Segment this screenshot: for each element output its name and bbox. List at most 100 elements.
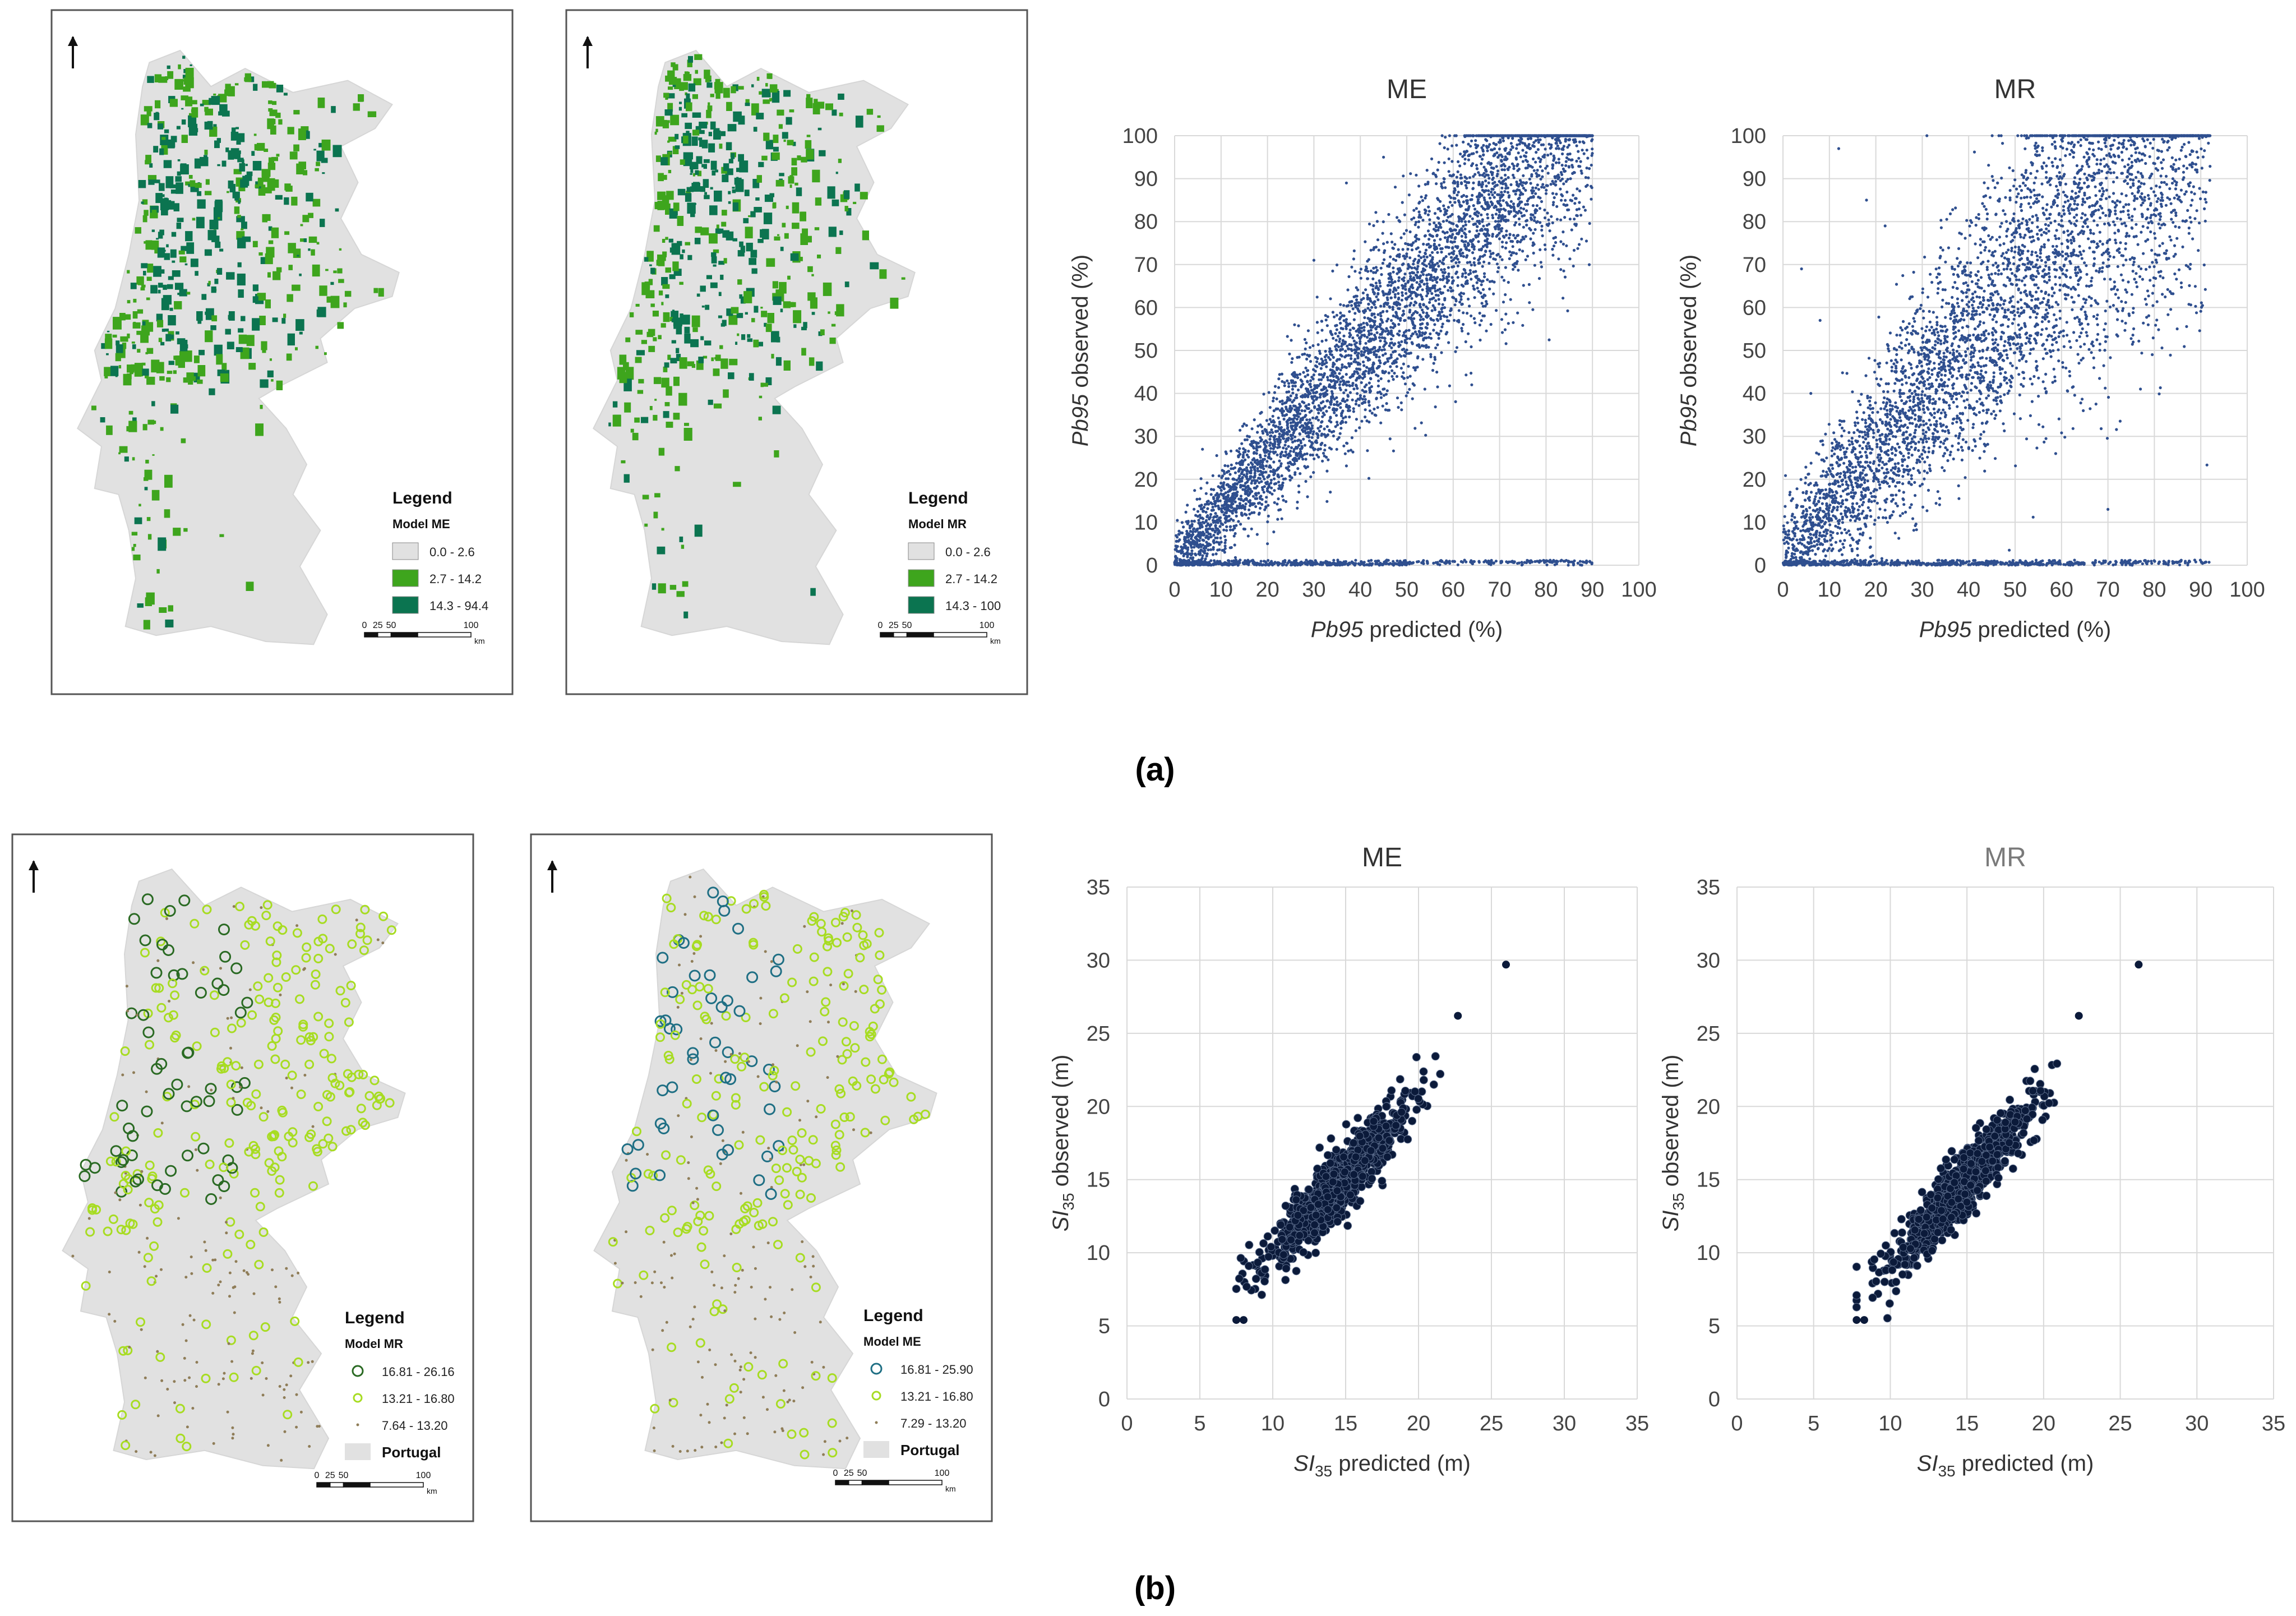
site-marker-low [665,1320,668,1324]
scale-label: 0 [878,621,883,630]
raster-cell [676,354,681,361]
site-marker-mid [255,1202,265,1212]
raster-cell [694,238,701,244]
scatter-point [1440,310,1444,313]
raster-cell [854,183,860,192]
raster-cell [173,528,181,536]
raster-cell [710,187,713,190]
scatter-point [1387,371,1390,375]
raster-cell [749,373,754,381]
raster-cell [744,190,750,196]
raster-cell [275,195,283,200]
raster-cell [765,83,768,87]
site-marker-low [852,1128,855,1132]
raster-cell [168,315,176,326]
site-marker-low [725,1403,728,1407]
scatter-point [1486,149,1489,153]
raster-cell [811,312,815,315]
site-marker-mid [108,1214,118,1224]
raster-cell [669,585,677,590]
scatter-point [1291,357,1294,361]
raster-cell [761,89,771,98]
scatter-point [1445,315,1449,318]
raster-cell [772,281,778,289]
site-marker-low [723,1416,726,1420]
scatter-point [1425,336,1428,340]
raster-cell [839,112,843,117]
scatter-point [1566,153,1569,156]
raster-cell [181,119,186,125]
raster-cell [241,316,246,321]
raster-cell [653,337,657,341]
scatter-point [1385,241,1389,244]
site-marker-mid [105,1156,116,1166]
raster-cell [133,298,137,303]
site-marker-low [829,984,833,987]
scatter-point [1381,261,1384,265]
raster-cell [267,370,274,377]
scatter-point [1296,506,1299,510]
scatter-point [1442,181,1445,184]
scatter-point [1257,512,1260,516]
site-marker-low [746,1432,749,1435]
scatter-point [1540,186,1544,189]
scatter-point [1358,271,1361,274]
scatter-point [1572,264,1575,268]
site-marker-low [730,1353,733,1356]
raster-cell [238,200,241,204]
raster-cell [101,343,107,349]
raster-cell [202,100,211,105]
scatter-point [1192,527,1196,530]
raster-cell [648,345,655,352]
scatter-point [1367,302,1370,306]
scatter-point [1363,385,1366,389]
scatter-point [1293,384,1297,388]
site-marker-low [729,1232,733,1235]
site-marker-high [176,968,188,980]
scatter-point [1547,338,1551,341]
raster-cell [116,340,120,346]
scatter-point [1354,305,1357,309]
site-marker-low [687,1161,690,1164]
raster-cell [237,215,241,218]
scatter-point [1329,349,1333,353]
raster-cell [715,169,718,173]
raster-cell [751,318,755,322]
scatter-point [1309,379,1313,382]
raster-cell [287,127,294,135]
scatter-point [1367,559,1370,563]
scatter-point [1519,206,1523,210]
scatter-point [1397,276,1401,279]
scatter-point [1249,466,1253,469]
raster-cell [306,192,313,202]
raster-cell [183,528,188,532]
scatter-point [1570,158,1574,161]
scatter-point [1444,255,1448,258]
site-marker-mid [313,936,324,946]
raster-cell [797,155,801,160]
scatter-point [1280,517,1283,520]
scatter-point [1267,514,1270,518]
raster-cell [751,103,759,116]
scatter-point [1450,160,1454,163]
raster-cell [218,111,225,116]
scatter-point [1552,244,1556,248]
raster-cell [140,334,149,343]
scatter-point [1421,358,1425,361]
scatter-point [1323,449,1327,452]
site-marker-low [836,1055,839,1058]
raster-cell [147,123,153,128]
scatter-point [1496,270,1499,274]
raster-cell [185,231,193,242]
scatter-point [1282,498,1285,502]
raster-cell [834,311,839,315]
scatter-point [1396,216,1399,219]
scatter-point [1391,308,1394,311]
scatter-point [1304,366,1308,370]
site-marker-mid [312,1147,322,1157]
scatter-point [1531,186,1535,190]
scale-label: 50 [386,621,396,630]
legend-label: 16.81 - 26.16 [382,1365,455,1379]
scatter-point [1451,296,1454,299]
scatter-point [1440,184,1443,188]
